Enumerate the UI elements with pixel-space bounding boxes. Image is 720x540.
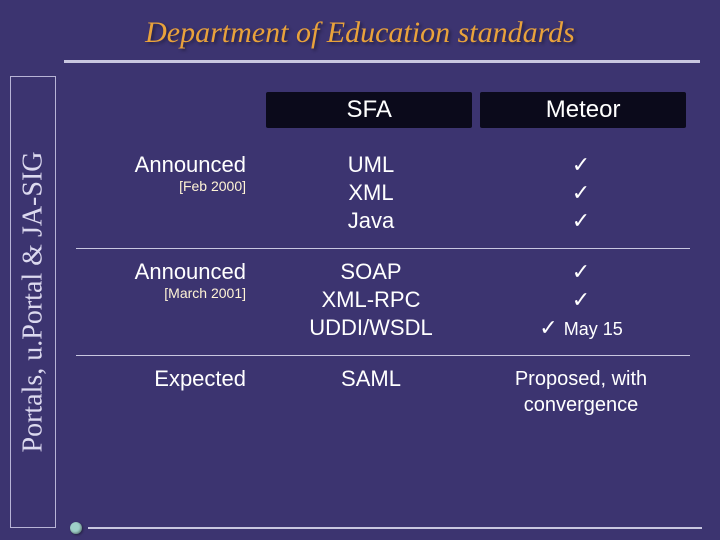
row-meteor-cell: ✓ ✓ ✓ May 15: [476, 259, 686, 341]
table-row: Announced [Feb 2000] UML XML Java ✓ ✓ ✓: [76, 142, 690, 248]
table-row: Expected SAML Proposed, with convergence: [76, 356, 690, 432]
table-header-row: SFA Meteor: [76, 92, 690, 128]
sfa-item: Java: [348, 208, 394, 234]
check-icon: ✓: [572, 152, 590, 178]
sfa-item: XML: [348, 180, 393, 206]
bottom-rule: [88, 527, 702, 529]
check-icon: ✓: [539, 315, 557, 341]
row-label-cell: Expected: [76, 366, 266, 392]
table-row: Announced [March 2001] SOAP XML-RPC UDDI…: [76, 249, 690, 355]
row-meteor-cell: Proposed, with convergence: [476, 366, 686, 418]
slide-title: Department of Education standards: [0, 0, 720, 58]
sfa-item: XML-RPC: [321, 287, 420, 313]
row-date: [Feb 2000]: [76, 178, 246, 194]
check-with-note: ✓ May 15: [539, 315, 622, 341]
row-label: Expected: [76, 366, 246, 392]
vertical-label: Portals, u.Portal & JA-SIG: [17, 152, 49, 453]
note-text: May 15: [564, 319, 623, 340]
title-underline: [64, 60, 700, 63]
row-date: [March 2001]: [76, 285, 246, 301]
row-label-cell: Announced [Feb 2000]: [76, 152, 266, 194]
sfa-item: SOAP: [340, 259, 401, 285]
slide: Department of Education standards Portal…: [0, 0, 720, 540]
sfa-item: UML: [348, 152, 394, 178]
check-icon: ✓: [572, 180, 590, 206]
check-icon: ✓: [572, 287, 590, 313]
bullet-icon: [70, 522, 82, 534]
vertical-label-box: Portals, u.Portal & JA-SIG: [10, 76, 56, 528]
proposed-text: Proposed, with convergence: [476, 366, 686, 418]
sfa-item: SAML: [341, 366, 401, 392]
row-label: Announced: [76, 259, 246, 285]
table-content: SFA Meteor Announced [Feb 2000] UML XML …: [76, 92, 690, 520]
row-sfa-cell: UML XML Java: [266, 152, 476, 234]
check-icon: ✓: [572, 259, 590, 285]
row-sfa-cell: SAML: [266, 366, 476, 392]
row-meteor-cell: ✓ ✓ ✓: [476, 152, 686, 234]
row-label-cell: Announced [March 2001]: [76, 259, 266, 301]
sfa-item: UDDI/WSDL: [309, 315, 432, 341]
check-icon: ✓: [572, 208, 590, 234]
row-label: Announced: [76, 152, 246, 178]
header-sfa: SFA: [266, 92, 472, 128]
header-meteor: Meteor: [480, 92, 686, 128]
row-sfa-cell: SOAP XML-RPC UDDI/WSDL: [266, 259, 476, 341]
